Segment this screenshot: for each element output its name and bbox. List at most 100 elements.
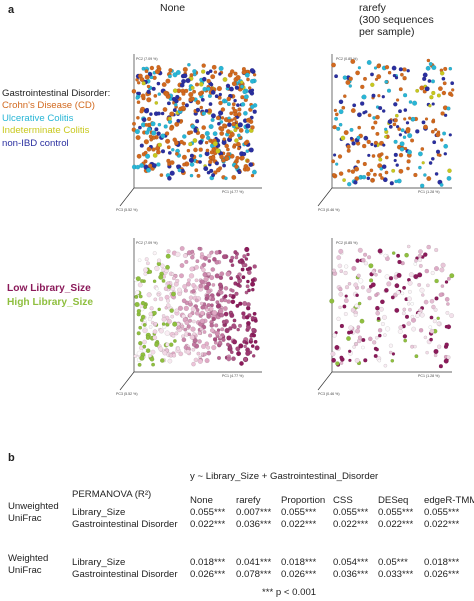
sample-point [442,131,447,136]
sample-point [398,109,403,114]
sample-point [408,116,412,120]
sample-point [252,73,257,77]
sample-point [136,81,141,85]
sample-point [223,311,229,317]
sample-point [166,101,171,106]
sample-point [210,267,216,272]
sample-point [395,163,399,167]
sample-point [227,122,232,128]
sample-point [363,261,368,266]
sample-point [383,333,387,337]
sample-point [379,306,384,312]
column-title-none: None [160,2,186,14]
sample-point [343,312,348,316]
sample-point [173,339,177,343]
sample-point [215,167,221,173]
sample-point [419,85,425,91]
sample-point [338,291,344,297]
table-cell: 0.022*** [333,519,369,530]
sample-point [438,292,444,298]
sample-point [218,335,223,339]
sample-point [432,140,437,145]
sample-point [168,342,174,347]
legend-item-low: Low Library_Size [7,283,91,294]
sample-point [170,314,175,319]
sample-point [329,298,335,304]
sample-point [338,99,344,105]
sample-point [383,253,388,258]
sample-point [135,96,140,100]
sample-point [166,318,172,324]
sample-point [378,106,383,111]
sample-point [167,175,172,181]
sample-point [245,284,250,289]
sample-point [140,300,146,306]
sample-point [216,85,223,92]
sample-point [156,258,162,263]
sample-point [334,74,339,79]
sample-point [338,109,344,115]
sample-point [374,77,379,82]
row-label-library-size: Library_Size [72,557,126,568]
table-cell: 0.055*** [378,507,414,518]
sample-point [205,70,210,76]
sample-point [362,161,367,167]
sample-point [143,271,148,276]
sample-point [330,351,336,357]
sample-point [372,340,377,345]
sample-point [195,259,200,264]
sample-point [198,153,203,158]
sample-point [449,273,455,279]
sample-point [346,144,351,149]
sample-point [421,161,425,165]
sample-point [189,162,195,167]
sample-point [235,75,241,81]
sample-point [334,345,340,350]
sample-point [249,337,253,342]
sample-point [356,135,361,140]
sample-point [363,135,369,141]
axis-line [317,371,333,391]
sample-point [198,147,203,152]
sample-point [148,163,153,168]
sample-point [238,301,243,306]
table-cell: 0.018*** [424,557,460,568]
axis-line [119,371,135,391]
sample-point [197,246,202,251]
sample-point [142,344,147,349]
sample-point [343,298,349,303]
sample-point [370,282,376,288]
sample-point [206,135,211,141]
sample-point [148,72,153,77]
sample-point [398,133,403,137]
sample-point [175,94,180,100]
sample-point [367,295,372,301]
sample-point [240,267,245,272]
sample-point [435,132,441,138]
sample-point [339,269,344,274]
sample-point [179,273,184,279]
sample-point [370,125,375,130]
sample-point [191,289,196,294]
axis-label-pc3: PC3 (5.52 %) [116,392,138,396]
sample-point [240,155,245,160]
sample-point [251,354,256,358]
sample-point [143,267,149,273]
sample-point [187,318,193,323]
sample-point [153,297,158,302]
sample-point [377,269,382,274]
sample-point [354,303,359,308]
sample-point [338,305,342,310]
axis-label-pc1: PC1 (4.77 %) [222,190,244,194]
sample-point [399,141,405,147]
sample-point [385,326,391,332]
sample-point [400,128,405,133]
sample-point [350,108,356,114]
sample-point [138,294,143,299]
sample-point [171,353,177,358]
sample-point [169,160,175,165]
sample-point [247,86,252,90]
sample-point [192,138,198,143]
sample-point [384,274,390,280]
sample-point [340,135,346,141]
